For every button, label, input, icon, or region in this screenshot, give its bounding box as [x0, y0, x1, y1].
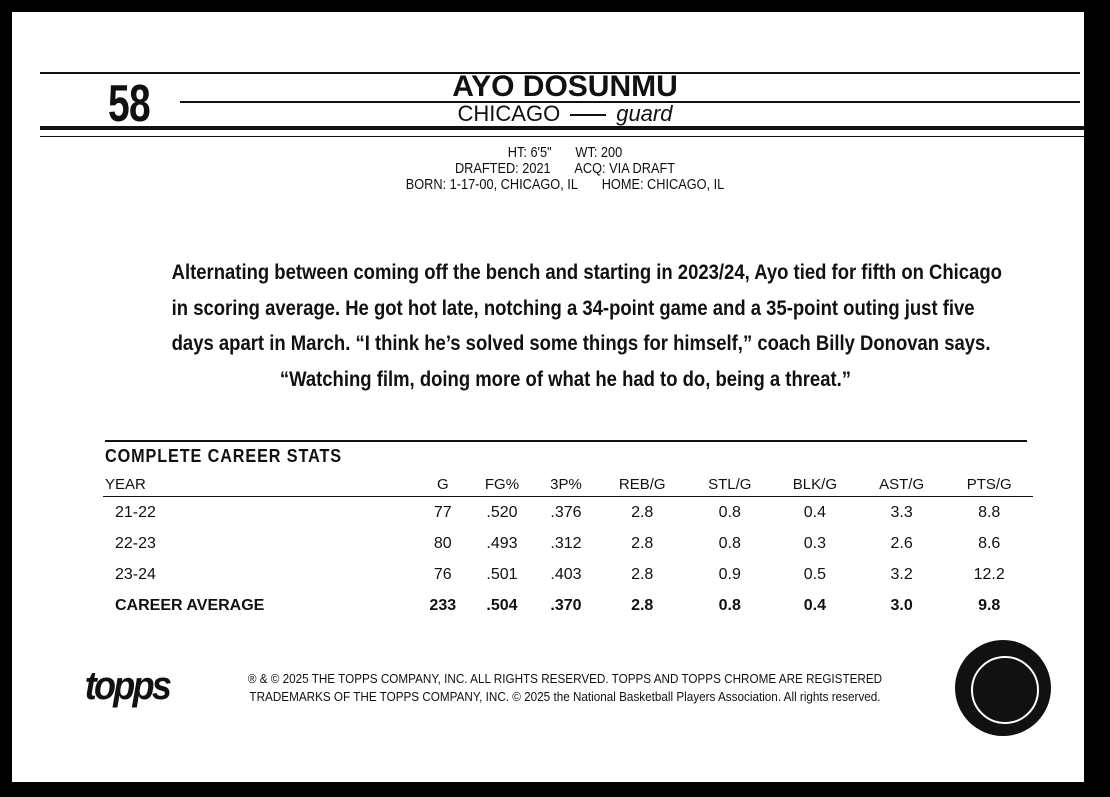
stats-title: COMPLETE CAREER STATS [105, 446, 343, 466]
stat-cell: 12.2 [973, 565, 1005, 583]
team-name: CHICAGO [457, 101, 561, 126]
info-line-2: DRAFTED: 2021 ACQ: VIA DRAFT [85, 161, 1046, 177]
stat-cell: .504 [486, 596, 518, 614]
stat-cell: 77 [433, 503, 452, 521]
divider [180, 101, 1080, 103]
topps-logo: topps [84, 664, 172, 708]
column-header: G [416, 472, 469, 497]
legal-text: ® & © 2025 THE TOPPS COMPANY, INC. ALL R… [228, 670, 903, 706]
height: HT: 6'5" [507, 144, 552, 161]
stat-cell: 21-22 [115, 503, 156, 521]
stat-cell: .376 [550, 503, 582, 521]
stat-cell: 0.8 [718, 596, 741, 614]
divider [105, 440, 1027, 442]
stat-cell: 0.3 [803, 534, 827, 552]
stats-row: 23-24 76 .501 .403 2.8 0.9 0.5 3.2 12.2 [103, 559, 1033, 590]
stat-cell: 2.8 [631, 596, 654, 614]
basketball-icon [971, 656, 1039, 724]
stat-cell: 2.8 [631, 503, 654, 521]
stat-cell: 80 [433, 534, 452, 552]
stat-cell: .370 [550, 596, 582, 614]
card-number: 58 [108, 75, 151, 133]
bio-line: “Watching film, doing more of what he ha… [279, 367, 852, 391]
bio-line: Alternating between coming off the bench… [171, 261, 1002, 284]
legal-line: ® & © 2025 THE TOPPS COMPANY, INC. ALL R… [247, 671, 883, 686]
stat-cell: 9.8 [978, 596, 1001, 614]
stat-cell: 2.8 [631, 565, 654, 583]
stat-cell: 3.3 [890, 503, 913, 521]
column-header: 3P% [535, 472, 597, 497]
stat-cell: 233 [429, 596, 457, 614]
stat-cell: 76 [433, 565, 452, 583]
stat-cell: 0.4 [803, 596, 827, 614]
nbpa-logo [955, 640, 1051, 736]
stat-cell: 0.8 [718, 534, 741, 552]
legal-line: TRADEMARKS OF THE TOPPS COMPANY, INC. © … [249, 689, 881, 704]
stat-cell: .493 [486, 534, 518, 552]
stats-row: 22-23 80 .493 .312 2.8 0.8 0.3 2.6 8.6 [103, 528, 1033, 559]
position: guard [616, 101, 673, 126]
stat-cell: .312 [550, 534, 582, 552]
player-name: AYO DOSUNMU [452, 70, 678, 103]
stat-cell: 22-23 [115, 534, 156, 552]
stat-cell: 3.2 [890, 565, 913, 583]
info-line-3: BORN: 1-17-00, CHICAGO, IL HOME: CHICAGO,… [85, 177, 1046, 193]
stat-cell: 2.6 [890, 534, 913, 552]
bio-text: Alternating between coming off the bench… [171, 255, 1002, 397]
column-header: PTS/G [945, 472, 1033, 497]
home: HOME: CHICAGO, IL [601, 176, 725, 193]
card-back [12, 12, 1084, 782]
divider [40, 126, 1084, 130]
stat-cell: 8.8 [978, 503, 1001, 521]
stats-header-row: YEAR G FG% 3P% REB/G STL/G BLK/G AST/G P… [103, 472, 1033, 497]
bio-line: in scoring average. He got hot late, not… [171, 296, 975, 320]
stats-table: YEAR G FG% 3P% REB/G STL/G BLK/G AST/G P… [103, 472, 1033, 621]
column-header: STL/G [687, 472, 772, 497]
divider [40, 136, 1084, 137]
info-line-1: HT: 6'5" WT: 200 [85, 145, 1046, 161]
stat-cell: .403 [550, 565, 582, 583]
stat-cell: 2.8 [631, 534, 654, 552]
team-position: CHICAGO guard [0, 101, 1110, 127]
stat-cell: 3.0 [890, 596, 913, 614]
career-average-row: CAREER AVERAGE 233 .504 .370 2.8 0.8 0.4 3.0 9.8 [103, 590, 1033, 621]
separator [570, 114, 607, 117]
weight: WT: 200 [575, 144, 623, 161]
column-header: YEAR [103, 472, 417, 497]
acquired: ACQ: VIA DRAFT [574, 160, 676, 177]
bio-line: days apart in March. “I think he’s solve… [171, 332, 991, 355]
born: BORN: 1-17-00, CHICAGO, IL [405, 176, 578, 193]
column-header: AST/G [857, 472, 946, 497]
stat-cell: 0.8 [718, 503, 741, 521]
stat-cell: 23-24 [115, 565, 156, 583]
stat-cell: .501 [486, 565, 518, 583]
stat-cell: 0.5 [803, 565, 827, 583]
stat-cell: 0.9 [718, 565, 741, 583]
divider [40, 72, 1080, 74]
stat-cell: 0.4 [803, 503, 827, 521]
stat-cell: .520 [486, 503, 518, 521]
column-header: REB/G [596, 472, 688, 497]
stat-cell: 8.6 [978, 534, 1001, 552]
column-header: FG% [468, 472, 536, 497]
drafted: DRAFTED: 2021 [454, 160, 551, 177]
stat-cell: CAREER AVERAGE [115, 596, 265, 614]
column-header: BLK/G [771, 472, 858, 497]
stats-row: 21-22 77 .520 .376 2.8 0.8 0.4 3.3 8.8 [103, 497, 1033, 529]
